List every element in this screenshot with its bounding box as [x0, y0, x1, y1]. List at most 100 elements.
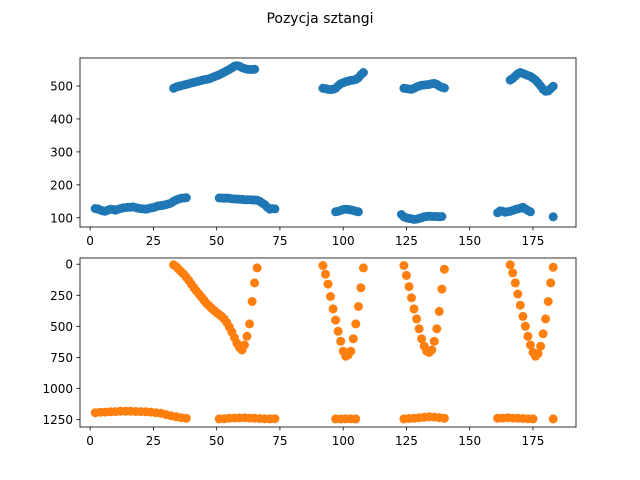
data-point	[323, 279, 333, 289]
data-point	[520, 321, 530, 331]
data-point	[401, 270, 411, 280]
top-subplot-ticks: 0 25 50 75 100 125 150 175 100 200 300 400 500	[50, 80, 544, 248]
x-tick-label: 125	[395, 434, 418, 448]
bottom-subplot-frame	[79, 257, 577, 428]
data-point	[439, 413, 449, 423]
data-point	[351, 319, 361, 329]
data-point	[546, 278, 556, 288]
x-tick-label: 25	[146, 434, 161, 448]
data-point	[429, 336, 439, 346]
data-point	[432, 324, 442, 334]
top-subplot: 0 25 50 75 100 125 150 175 100 200 300 400 500	[50, 57, 577, 248]
data-point	[346, 346, 356, 356]
data-point	[328, 304, 338, 314]
y-tick-label: 100	[50, 211, 73, 225]
data-point	[533, 349, 543, 359]
x-tick-label: 150	[458, 434, 481, 448]
bottom-subplot-ticks: 0 25 50 75 100 125 150 175 0 250 500 750 1000 1250	[42, 258, 544, 448]
x-tick-label: 0	[86, 234, 94, 248]
bottom-subplot: 0 25 50 75 100 125 150 175 0 250 500 750 1000 1250	[42, 257, 577, 448]
data-point	[523, 331, 533, 341]
y-tick-label: 250	[50, 289, 73, 303]
data-point	[439, 264, 449, 274]
data-point	[245, 319, 255, 329]
data-point	[525, 340, 535, 350]
data-point	[543, 297, 553, 306]
x-tick-label: 100	[332, 234, 355, 248]
y-tick-label: 500	[50, 320, 73, 334]
data-point	[536, 341, 546, 351]
data-point	[333, 326, 343, 336]
data-point	[417, 334, 427, 344]
top-subplot-frame	[79, 57, 577, 228]
data-point	[515, 300, 525, 310]
data-point	[437, 284, 447, 294]
data-point	[336, 336, 346, 346]
bottom-subplot-points	[90, 260, 558, 424]
data-point	[270, 204, 280, 214]
data-point	[548, 212, 558, 222]
y-tick-label: 400	[50, 112, 73, 126]
x-tick-label: 150	[458, 234, 481, 248]
data-point	[412, 314, 422, 324]
data-point	[437, 212, 447, 221]
data-point	[318, 261, 328, 270]
data-point	[270, 414, 280, 424]
data-point	[326, 292, 335, 301]
data-point	[247, 297, 257, 306]
x-tick-label: 0	[86, 434, 94, 448]
data-point	[250, 64, 260, 74]
data-point	[358, 68, 368, 77]
data-point	[353, 302, 363, 311]
data-point	[548, 262, 558, 272]
data-point	[427, 345, 437, 355]
data-point	[252, 263, 262, 273]
data-point	[407, 293, 416, 303]
data-point	[439, 83, 449, 93]
y-tick-label: 0	[65, 258, 73, 272]
data-point	[548, 414, 558, 424]
x-tick-label: 50	[209, 434, 224, 448]
data-point	[242, 331, 252, 341]
data-point	[331, 315, 341, 325]
x-tick-label: 175	[522, 234, 545, 248]
data-point	[358, 263, 368, 273]
data-point	[409, 304, 419, 314]
x-tick-label: 75	[272, 434, 287, 448]
x-tick-label: 75	[272, 234, 287, 248]
data-point	[250, 278, 260, 288]
data-point	[508, 268, 518, 278]
data-point	[404, 282, 414, 292]
y-tick-label: 750	[50, 351, 73, 365]
x-tick-label: 100	[332, 434, 355, 448]
data-point	[321, 269, 330, 279]
data-point	[434, 306, 444, 316]
data-point	[510, 278, 520, 288]
data-point	[181, 413, 191, 423]
x-tick-label: 25	[146, 234, 161, 248]
data-point	[505, 260, 515, 270]
y-tick-label: 200	[50, 178, 73, 192]
x-tick-label: 50	[209, 234, 224, 248]
data-point	[528, 414, 538, 424]
figure-title: Pozycja sztangi	[266, 11, 373, 27]
data-point	[414, 324, 424, 334]
data-point	[351, 414, 361, 424]
top-subplot-points	[90, 61, 558, 224]
data-point	[348, 334, 358, 344]
data-point	[181, 193, 191, 203]
data-point	[399, 261, 409, 270]
x-tick-label: 125	[395, 234, 418, 248]
y-tick-label: 500	[50, 80, 73, 94]
data-point	[353, 207, 363, 217]
x-tick-label: 175	[522, 434, 545, 448]
data-point	[513, 289, 523, 299]
y-tick-label: 300	[50, 145, 73, 159]
data-point	[518, 311, 528, 321]
data-point	[538, 329, 548, 339]
data-point	[548, 81, 558, 91]
data-point	[356, 283, 366, 293]
data-point	[541, 314, 551, 324]
data-point	[525, 207, 535, 217]
